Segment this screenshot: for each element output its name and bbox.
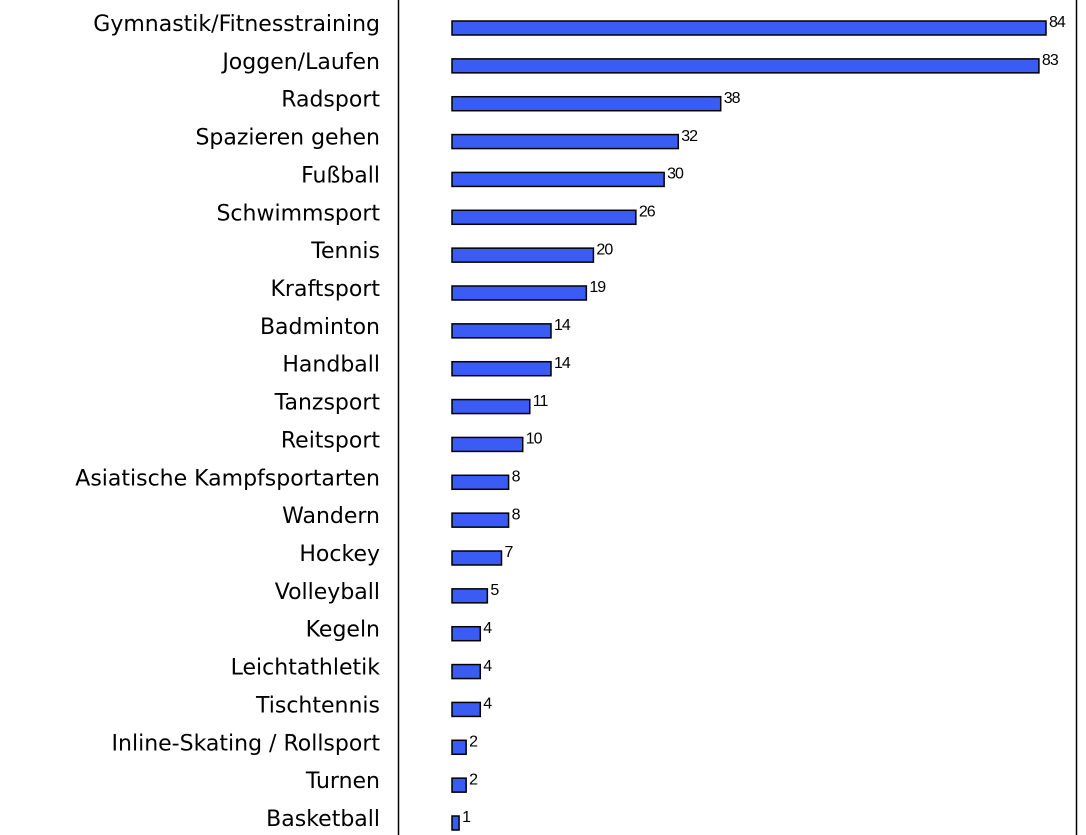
value-label: 10 <box>526 431 543 448</box>
bar <box>451 474 510 491</box>
value-label: 8 <box>512 469 521 486</box>
category-label: Basketball <box>266 807 380 832</box>
value-label: 4 <box>483 620 492 637</box>
bar <box>451 625 482 642</box>
value-label: 38 <box>724 90 741 107</box>
category-label: Handball <box>282 353 380 378</box>
category-label: Kegeln <box>306 618 380 643</box>
bar <box>451 512 510 528</box>
value-label: 11 <box>533 393 549 410</box>
category-label: Radsport <box>281 88 380 113</box>
value-label: 2 <box>469 771 478 788</box>
category-label: Leichtathletik <box>231 656 381 681</box>
value-label: 5 <box>490 582 499 599</box>
category-label: Gymnastik/Fitnesstraining <box>93 12 380 37</box>
value-label: 83 <box>1042 52 1059 69</box>
value-label: 19 <box>589 279 606 296</box>
bar <box>451 550 503 566</box>
bar <box>451 247 595 263</box>
value-label: 84 <box>1049 14 1066 31</box>
bar <box>451 777 467 793</box>
bar <box>451 209 637 226</box>
bar <box>451 95 722 112</box>
value-label: 14 <box>554 355 571 372</box>
value-label: 14 <box>554 317 571 334</box>
category-label: Hockey <box>299 542 380 567</box>
bar <box>451 739 467 756</box>
category-label: Schwimmsport <box>216 201 380 226</box>
value-label: 1 <box>462 809 471 826</box>
category-label: Tanzsport <box>274 391 381 416</box>
bar <box>451 815 460 831</box>
bar <box>451 701 482 718</box>
category-label: Wandern <box>282 504 380 529</box>
category-label: Asiatische Kampfsportarten <box>75 466 380 491</box>
bar <box>451 133 680 150</box>
value-label: 7 <box>505 544 514 561</box>
category-label: Turnen <box>305 769 380 794</box>
category-label: Inline-Skating / Rollsport <box>112 731 381 756</box>
value-label: 8 <box>512 506 521 523</box>
bar <box>451 285 588 301</box>
value-label: 26 <box>639 204 656 221</box>
category-label: Tischtennis <box>255 693 380 718</box>
bar <box>451 58 1040 74</box>
value-label: 30 <box>667 166 684 183</box>
category-label: Reitsport <box>281 428 381 453</box>
category-label: Kraftsport <box>271 277 381 302</box>
bar <box>451 360 552 377</box>
bar <box>451 171 665 188</box>
bar <box>451 663 482 680</box>
bar <box>451 398 531 415</box>
category-label: Volleyball <box>275 580 380 605</box>
category-label: Fußball <box>301 163 380 188</box>
value-label: 20 <box>596 241 613 258</box>
value-label: 4 <box>483 658 492 675</box>
bar <box>451 436 524 453</box>
category-label: Tennis <box>310 239 380 264</box>
value-label: 4 <box>483 696 492 713</box>
bar <box>451 20 1047 36</box>
bar <box>451 323 552 339</box>
bar <box>451 588 489 604</box>
value-label: 32 <box>681 128 698 145</box>
category-label: Badminton <box>260 315 380 340</box>
category-label: Spazieren gehen <box>195 126 380 151</box>
value-label: 2 <box>469 734 478 751</box>
category-label: Joggen/Laufen <box>220 50 380 75</box>
